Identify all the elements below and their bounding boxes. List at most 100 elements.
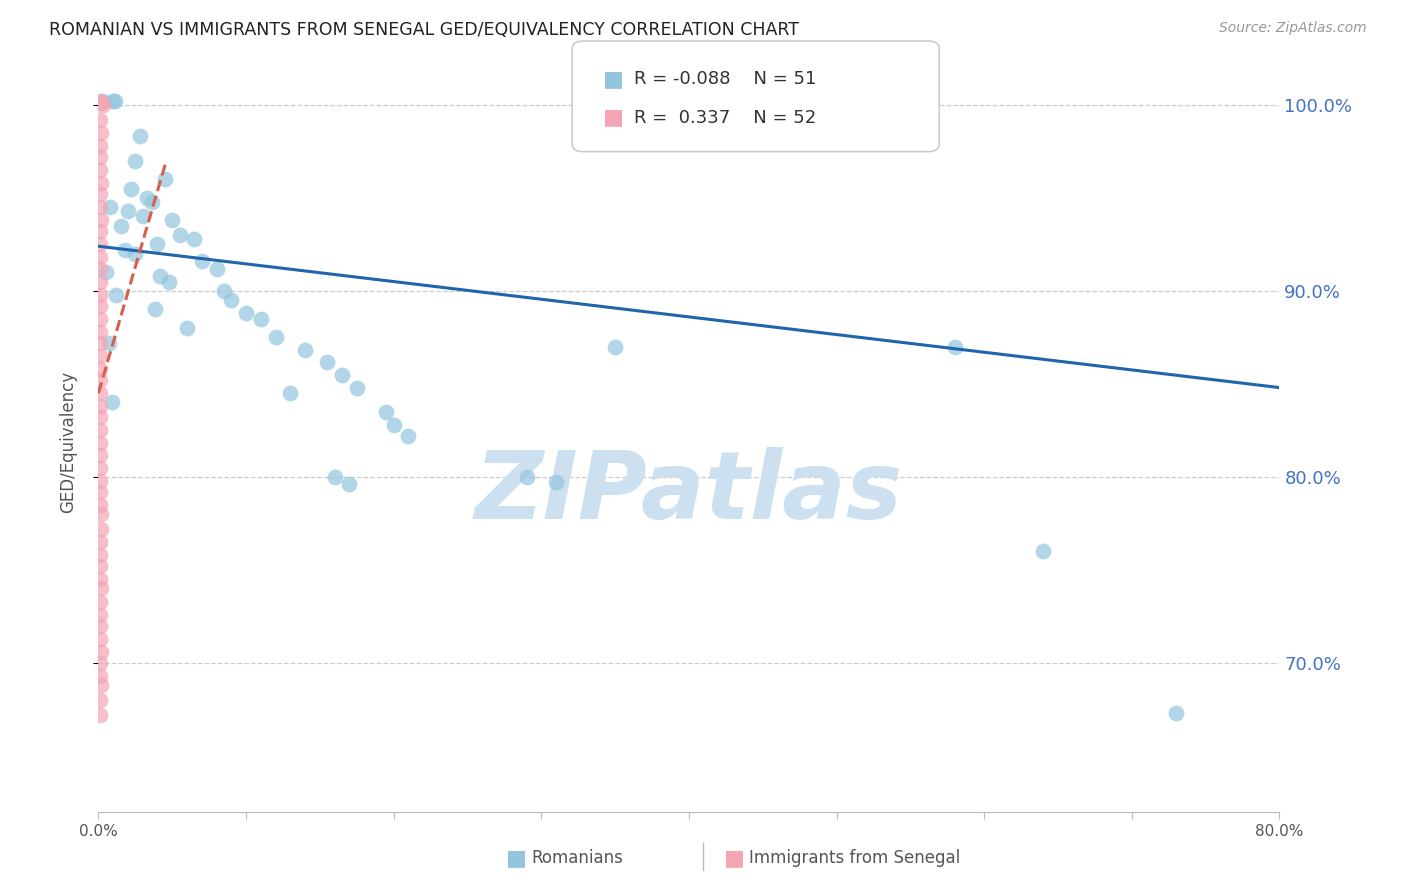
Point (89, 669, 111, 683)
Point (89, 632, 111, 646)
Point (90, 507, 112, 521)
Text: ZIPatlas: ZIPatlas (475, 448, 903, 540)
Point (89, 200, 111, 214)
Point (89, 474, 111, 488)
Point (323, 470, 346, 484)
Point (264, 330, 287, 344)
Point (1032, 544, 1054, 558)
Point (375, 405, 398, 419)
Point (89, 448, 111, 462)
Point (136, 191, 159, 205)
Point (89, 373, 111, 387)
Point (339, 477, 361, 491)
Point (110, 219, 132, 233)
Point (89, 399, 111, 413)
Point (89, 187, 111, 202)
Point (162, 213, 183, 227)
Point (89, 484, 111, 499)
Point (89, 607, 111, 622)
Point (169, 228, 191, 243)
Point (671, 95, 693, 110)
Point (89, 94, 111, 108)
Point (89, 335, 111, 350)
Point (89, 572, 111, 586)
Point (1166, 706, 1188, 720)
Point (235, 306, 257, 320)
Point (90, 678, 112, 692)
Point (605, 340, 627, 354)
Text: ■: ■ (506, 848, 527, 868)
Text: R =  0.337    N = 52: R = 0.337 N = 52 (634, 109, 817, 127)
Point (90, 213, 112, 227)
Point (89, 618, 111, 632)
Point (89, 535, 111, 549)
Point (124, 153, 146, 168)
Point (212, 284, 235, 298)
Text: ■: ■ (603, 108, 624, 128)
Point (89, 410, 111, 425)
Point (221, 293, 243, 308)
Point (100, 395, 122, 409)
Point (132, 210, 155, 224)
Point (117, 203, 139, 218)
Point (91, 94, 114, 108)
Point (346, 381, 368, 395)
Point (89, 362, 111, 376)
Point (103, 94, 125, 108)
Point (89, 693, 111, 707)
Text: Immigrants from Senegal: Immigrants from Senegal (749, 849, 960, 867)
Point (89, 349, 111, 363)
Point (90, 645, 112, 659)
Point (94, 265, 117, 279)
Point (205, 261, 228, 276)
Point (141, 194, 163, 209)
Point (382, 417, 405, 432)
Point (294, 343, 316, 358)
Point (89, 386, 111, 401)
Point (89, 237, 111, 252)
Point (90, 522, 112, 536)
Point (280, 386, 302, 401)
Point (316, 354, 339, 368)
Point (89, 594, 111, 608)
Point (398, 429, 420, 443)
Point (98, 200, 121, 214)
Point (114, 243, 136, 257)
Point (89, 224, 111, 238)
Point (89, 460, 111, 475)
Point (90, 176, 112, 190)
Text: ROMANIAN VS IMMIGRANTS FROM SENEGAL GED/EQUIVALENCY CORRELATION CHART: ROMANIAN VS IMMIGRANTS FROM SENEGAL GED/… (49, 21, 799, 39)
Text: Source: ZipAtlas.com: Source: ZipAtlas.com (1219, 21, 1367, 36)
Point (516, 470, 538, 484)
Point (146, 237, 169, 252)
Point (546, 475, 568, 490)
Point (330, 368, 353, 382)
Point (90, 126, 112, 140)
Point (90, 582, 112, 596)
Text: ■: ■ (603, 69, 624, 89)
Point (89, 436, 111, 450)
Point (90, 95, 112, 110)
Point (124, 246, 146, 260)
Point (89, 275, 111, 289)
Point (89, 287, 111, 301)
Point (105, 287, 128, 301)
Point (128, 129, 150, 144)
Point (943, 340, 966, 354)
Point (143, 302, 166, 317)
Point (89, 112, 111, 127)
Point (89, 163, 111, 178)
Point (89, 150, 111, 164)
Point (97, 335, 120, 350)
Point (157, 275, 180, 289)
Point (183, 232, 205, 246)
Point (89, 656, 111, 670)
Point (89, 299, 111, 313)
Point (153, 172, 176, 186)
Point (89, 708, 111, 723)
Point (104, 94, 127, 108)
Point (89, 251, 111, 265)
Point (89, 138, 111, 153)
Point (250, 311, 273, 326)
Point (91, 98, 114, 112)
